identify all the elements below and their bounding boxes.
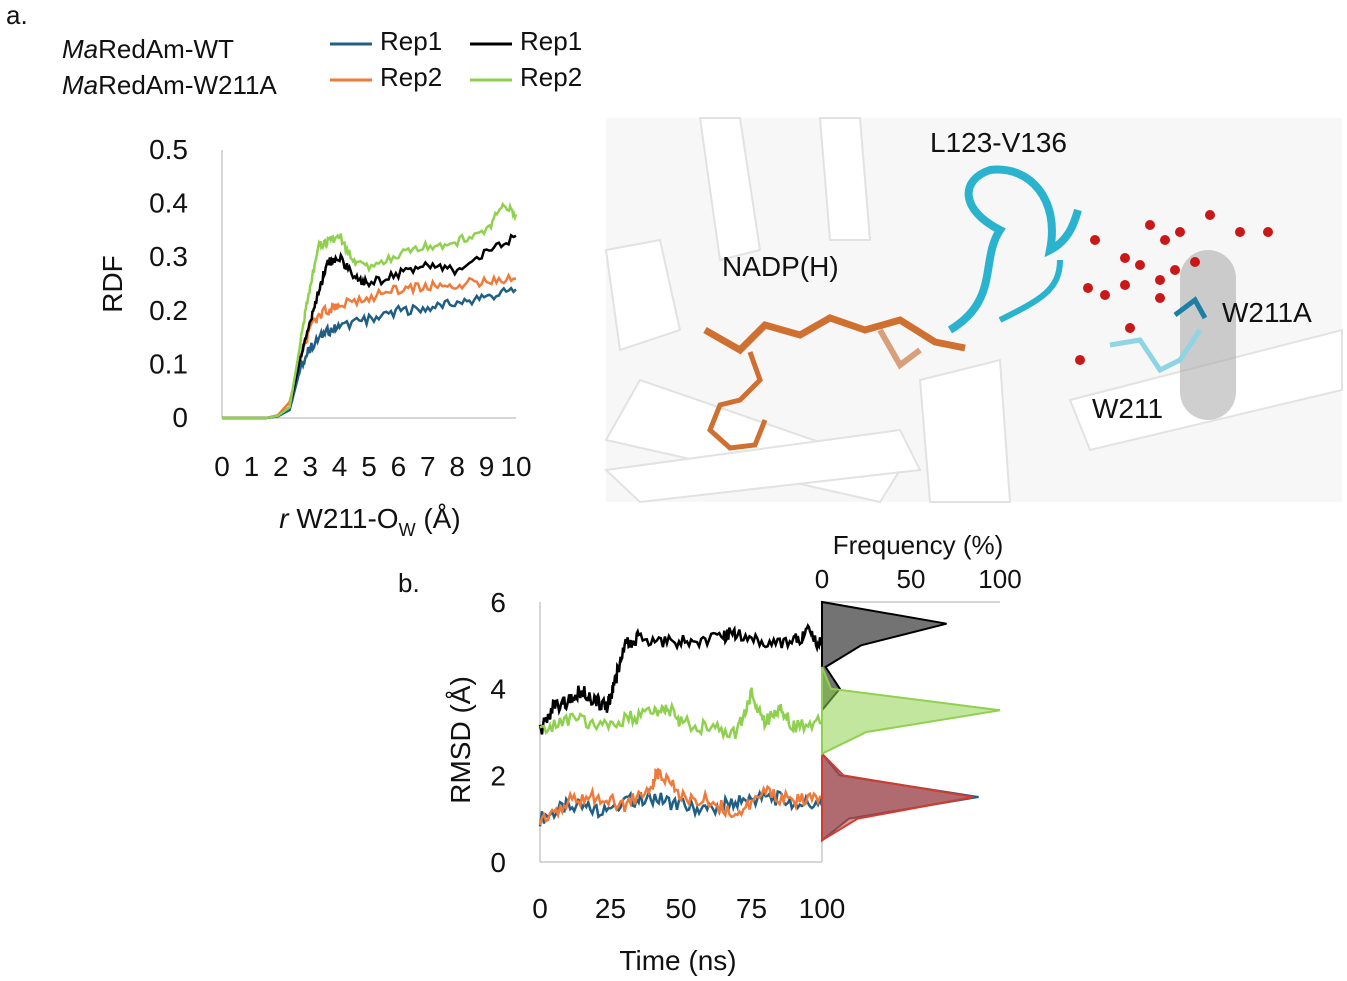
rmsd-x-ticks: 0 25 50 75 100 <box>532 893 845 924</box>
rdf-y-tick-label: 0.3 <box>149 241 188 272</box>
rdf-x-tick-label: 2 <box>273 451 289 482</box>
label-loop-l123-v136: L123-V136 <box>930 127 1067 158</box>
rdf-line-maredam-w211a-rep1 <box>222 233 517 420</box>
rmsd-x-tick-label: 50 <box>665 893 696 924</box>
freq-x-ticks: 0 50 100 <box>815 564 1022 594</box>
rdf-line-maredam-wt-rep2 <box>222 272 517 420</box>
freq-area-maredam-w211a-rep1 <box>821 600 947 714</box>
freq-x-tick-label: 0 <box>815 564 829 594</box>
label-w211a: W211A <box>1222 297 1312 328</box>
rdf-chart: 00.10.20.30.40.5 0 1 2 3 4 5 6 7 8 9 10 RDF r W211… <box>97 134 532 540</box>
legend-label-wt-rep2: Rep2 <box>380 62 442 92</box>
rmsd-y-tick-label: 4 <box>490 674 506 705</box>
rmsd-line-maredam-wt-rep2 <box>538 767 823 826</box>
freq-series <box>821 600 1001 843</box>
rdf-y-ticks: 0 0.1 0.2 0.3 0.4 0.5 <box>149 134 188 433</box>
legend-label-mut-rep2: Rep2 <box>520 62 582 92</box>
rdf-y-label: RDF <box>97 255 128 313</box>
legend-wt-title: MaRedAm-WT <box>62 34 234 64</box>
rdf-x-tick-label: 5 <box>361 451 377 482</box>
rmsd-x-tick-label: 0 <box>532 893 548 924</box>
rdf-line-maredam-wt-rep1 <box>222 286 517 420</box>
rmsd-x-tick-label: 75 <box>736 893 767 924</box>
rdf-x-tick-label: 9 <box>479 451 495 482</box>
rdf-x-tick-label: 6 <box>391 451 407 482</box>
rdf-y-tick-label: 0.4 <box>149 188 188 219</box>
rdf-series <box>222 201 518 420</box>
legend-label-wt-rep1: Rep1 <box>380 26 442 56</box>
protein-structure-image: L123-V136 NADP(H) W211A W211 <box>603 117 1343 504</box>
rdf-y-tick-label: 0.2 <box>149 295 188 326</box>
label-w211: W211 <box>1092 393 1163 424</box>
rdf-x-tick-label: 0 <box>214 451 230 482</box>
freq-x-tick-label: 50 <box>897 564 926 594</box>
rmsd-y-ticks: 0 2 4 6 <box>490 587 506 878</box>
frequency-chart: 0 50 100 Frequency (%) <box>815 530 1022 862</box>
rmsd-line-maredam-w211a-rep1 <box>538 622 824 735</box>
rdf-x-tick-label: 4 <box>332 451 348 482</box>
panel-a-label: a. <box>6 0 28 30</box>
rdf-x-label: r W211-OW (Å) <box>279 503 460 540</box>
rdf-x-ticks: 0 1 2 3 4 5 6 7 8 9 10 <box>214 451 531 482</box>
rmsd-x-label: Time (ns) <box>619 945 736 976</box>
rdf-y-tick-label: 0.1 <box>149 348 188 379</box>
rmsd-y-tick-label: 0 <box>490 847 506 878</box>
freq-x-tick-label: 100 <box>978 564 1021 594</box>
rdf-x-tick-label: 8 <box>449 451 465 482</box>
rmsd-y-label: RMSD (Å) <box>445 676 476 804</box>
rmsd-y-tick-label: 6 <box>490 587 506 618</box>
freq-x-label: Frequency (%) <box>833 530 1004 560</box>
rdf-y-tick-label: 0 <box>172 402 188 433</box>
panel-b-label: b. <box>398 568 420 598</box>
rmsd-x-tick-label: 100 <box>799 893 846 924</box>
rmsd-x-tick-label: 25 <box>595 893 626 924</box>
rmsd-series <box>538 622 824 827</box>
rmsd-chart: 0 2 4 6 0 25 50 75 100 RMSD (Å) Time (ns) <box>445 587 845 976</box>
legend-label-mut-rep1: Rep1 <box>520 26 582 56</box>
rmsd-line-maredam-w211a-rep2 <box>539 687 823 742</box>
label-nadph: NADP(H) <box>722 251 839 282</box>
freq-area-maredam-wt-rep2 <box>821 751 974 843</box>
rmsd-y-tick-label: 2 <box>490 760 506 791</box>
rdf-x-tick-label: 3 <box>302 451 318 482</box>
rdf-line-maredam-w211a-rep2 <box>222 201 518 420</box>
rdf-x-tick-label: 10 <box>500 451 531 482</box>
legend: MaRedAm-WT MaRedAm-W211A Rep1 Rep2 Rep1 … <box>62 26 582 100</box>
rdf-y-tick-label: 0.5 <box>149 134 188 165</box>
legend-mutant-title: MaRedAm-W211A <box>62 70 277 100</box>
rdf-x-tick-label: 7 <box>420 451 436 482</box>
rdf-x-tick-label: 1 <box>244 451 260 482</box>
freq-area-maredam-w211a-rep2 <box>821 666 1001 756</box>
